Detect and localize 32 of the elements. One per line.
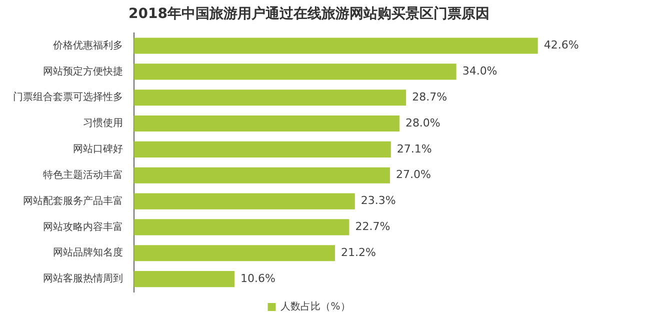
y-tick-label: 网站品牌知名度 bbox=[53, 246, 123, 259]
bar bbox=[134, 90, 406, 106]
data-label: 42.6% bbox=[544, 38, 579, 52]
data-label: 23.3% bbox=[360, 194, 396, 208]
y-tick-label: 网站客服热情周到 bbox=[43, 272, 123, 285]
legend-label: 人数占比（%） bbox=[280, 300, 350, 313]
data-label: 27.1% bbox=[396, 142, 432, 156]
bar bbox=[134, 64, 456, 80]
bar bbox=[134, 271, 234, 288]
bar bbox=[134, 141, 391, 158]
data-label: 10.6% bbox=[240, 272, 276, 285]
bar bbox=[134, 193, 355, 210]
y-tick-label: 特色主题活动丰富 bbox=[43, 168, 123, 181]
y-tick-label: 网站配套服务产品丰富 bbox=[23, 194, 123, 207]
data-label: 28.0% bbox=[405, 116, 440, 130]
bar bbox=[134, 38, 538, 54]
bar bbox=[134, 219, 350, 236]
y-tick-label: 网站预定方便快捷 bbox=[43, 65, 123, 78]
y-tick-label: 网站口碑好 bbox=[73, 143, 123, 156]
data-label: 21.2% bbox=[340, 246, 376, 259]
bar bbox=[134, 115, 400, 132]
y-tick-label: 门票组合套票可选择性多 bbox=[13, 91, 123, 104]
y-tick-label: 网站攻略内容丰富 bbox=[43, 220, 123, 233]
data-label: 28.7% bbox=[412, 90, 448, 104]
y-tick-label: 价格优惠福利多 bbox=[52, 39, 123, 52]
data-label: 22.7% bbox=[355, 220, 390, 234]
chart-title: 2018年中国旅游用户通过在线旅游网站购买景区门票原因 bbox=[128, 5, 490, 22]
data-label: 27.0% bbox=[396, 168, 431, 182]
data-label: 34.0% bbox=[462, 64, 498, 78]
bar bbox=[134, 245, 335, 262]
y-tick-label: 习惯使用 bbox=[83, 117, 123, 130]
bar bbox=[134, 167, 390, 184]
